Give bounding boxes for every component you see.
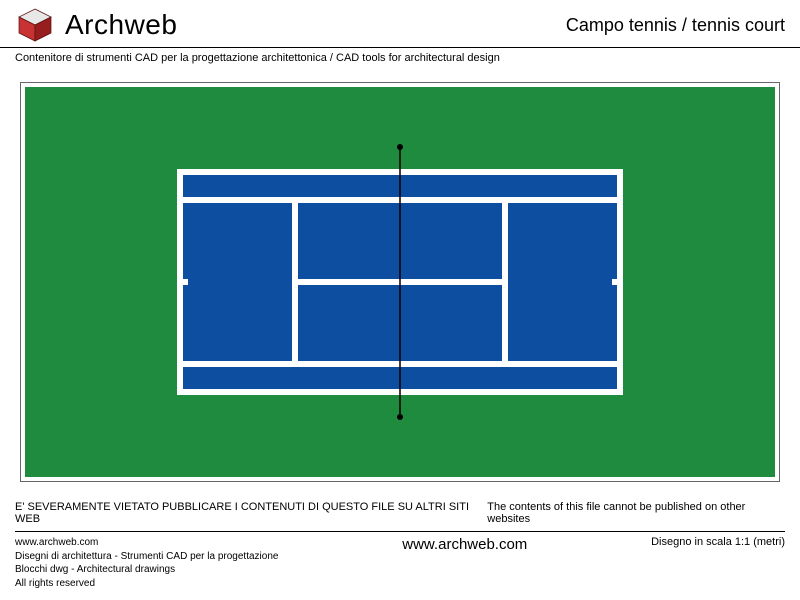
bottom-row: www.archweb.com Disegni di architettura … xyxy=(15,532,785,590)
center-url: www.archweb.com xyxy=(278,536,651,553)
warning-row: E' SEVERAMENTE VIETATO PUBBLICARE I CONT… xyxy=(15,495,785,532)
tennis-court-diagram xyxy=(25,87,775,477)
scale-note: Disegno in scala 1:1 (metri) xyxy=(651,536,785,548)
diagram-frame xyxy=(20,82,780,482)
warning-left: E' SEVERAMENTE VIETATO PUBBLICARE I CONT… xyxy=(15,501,487,525)
credits-line4: All rights reserved xyxy=(15,577,278,591)
logo-wrap: Archweb xyxy=(15,5,177,45)
credits-line2: Disegni di architettura - Strumenti CAD … xyxy=(15,550,278,564)
footer: E' SEVERAMENTE VIETATO PUBBLICARE I CONT… xyxy=(0,495,800,600)
page-title: Campo tennis / tennis court xyxy=(566,15,785,36)
header: Archweb Campo tennis / tennis court xyxy=(0,0,800,48)
subheader: Contenitore di strumenti CAD per la prog… xyxy=(0,48,800,72)
brand-name: Archweb xyxy=(65,9,177,41)
logo-icon xyxy=(15,5,55,45)
credits: www.archweb.com Disegni di architettura … xyxy=(15,536,278,590)
warning-right: The contents of this file cannot be publ… xyxy=(487,501,785,525)
credits-line3: Blocchi dwg - Architectural drawings xyxy=(15,563,278,577)
credits-url: www.archweb.com xyxy=(15,536,278,550)
